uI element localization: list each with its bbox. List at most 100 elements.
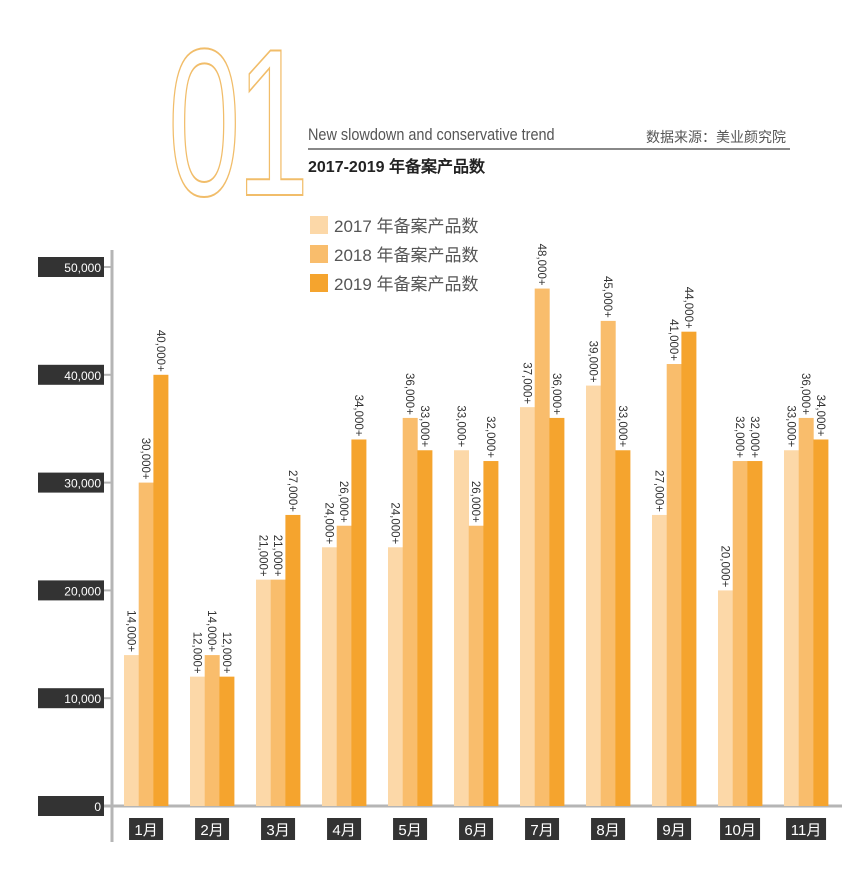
divider bbox=[308, 148, 790, 150]
y-tick-box bbox=[38, 580, 104, 601]
bar bbox=[586, 385, 601, 806]
bar bbox=[534, 288, 550, 806]
y-tick-label: 40,000 bbox=[64, 369, 101, 383]
y-tick-box bbox=[38, 364, 104, 385]
y-tick-box bbox=[38, 257, 104, 277]
x-tick-label: 3月 bbox=[266, 822, 289, 839]
x-tick-label: 4月 bbox=[332, 822, 355, 839]
x-tick-label: 5月 bbox=[398, 822, 421, 839]
data-label: 33,000+ bbox=[418, 405, 430, 447]
data-label: 34,000+ bbox=[352, 395, 364, 437]
data-source: 数据来源：美业颜究院 bbox=[646, 129, 786, 145]
x-tick-label: 11月 bbox=[791, 822, 822, 839]
section-number: 01 bbox=[167, 5, 309, 240]
data-label: 12,000+ bbox=[220, 632, 232, 674]
bar bbox=[549, 417, 565, 806]
bar bbox=[402, 417, 418, 806]
bar bbox=[270, 579, 286, 806]
x-tick-label: 10月 bbox=[724, 822, 756, 839]
bar bbox=[190, 676, 205, 806]
bar bbox=[732, 461, 748, 806]
bar bbox=[681, 331, 697, 806]
y-tick-box bbox=[38, 688, 104, 709]
legend-swatch bbox=[310, 245, 328, 263]
data-label: 44,000+ bbox=[682, 287, 694, 329]
data-label: 27,000+ bbox=[652, 470, 664, 512]
data-label: 26,000+ bbox=[337, 481, 349, 523]
x-tick-box bbox=[720, 818, 761, 840]
bar bbox=[483, 461, 499, 806]
bar bbox=[600, 320, 616, 806]
data-label: 40,000+ bbox=[154, 330, 166, 372]
data-label: 33,000+ bbox=[616, 405, 628, 447]
data-label: 27,000+ bbox=[286, 470, 298, 512]
bar bbox=[417, 450, 433, 806]
bar bbox=[138, 482, 154, 806]
data-label: 26,000+ bbox=[469, 481, 481, 523]
x-tick-box bbox=[786, 818, 827, 840]
data-label: 41,000+ bbox=[667, 319, 679, 361]
data-label: 48,000+ bbox=[535, 244, 547, 286]
bar bbox=[615, 450, 631, 806]
bar bbox=[322, 547, 337, 806]
x-tick-box bbox=[591, 818, 626, 840]
x-tick-box bbox=[327, 818, 362, 840]
x-tick-label: 8月 bbox=[596, 822, 619, 839]
bar bbox=[747, 461, 763, 806]
data-label: 32,000+ bbox=[748, 416, 760, 458]
legend-label: 2019 年备案产品数 bbox=[334, 275, 479, 294]
x-tick-label: 6月 bbox=[464, 822, 487, 839]
x-tick-label: 7月 bbox=[530, 822, 553, 839]
bar bbox=[124, 655, 139, 806]
data-label: 14,000+ bbox=[124, 610, 136, 652]
y-tick-label: 30,000 bbox=[64, 477, 101, 491]
data-label: 32,000+ bbox=[733, 416, 745, 458]
bar bbox=[153, 374, 169, 806]
data-label: 33,000+ bbox=[784, 405, 796, 447]
data-label: 21,000+ bbox=[256, 535, 268, 577]
y-tick-box bbox=[38, 796, 104, 816]
bar bbox=[784, 450, 799, 806]
bar bbox=[468, 525, 484, 806]
bar bbox=[520, 407, 535, 806]
bar bbox=[813, 439, 829, 806]
x-tick-label: 1月 bbox=[134, 822, 157, 839]
bar bbox=[666, 364, 682, 806]
data-label: 34,000+ bbox=[814, 395, 826, 437]
bar bbox=[204, 655, 220, 806]
y-tick-label: 50,000 bbox=[64, 261, 101, 275]
x-tick-box bbox=[525, 818, 560, 840]
bar bbox=[388, 547, 403, 806]
bar bbox=[652, 514, 667, 806]
data-label: 39,000+ bbox=[586, 341, 598, 383]
y-tick-label: 20,000 bbox=[64, 584, 101, 598]
data-label: 12,000+ bbox=[190, 632, 202, 674]
bar bbox=[798, 417, 814, 806]
bar bbox=[336, 525, 352, 806]
data-label: 24,000+ bbox=[322, 502, 334, 544]
x-tick-box bbox=[129, 818, 164, 840]
data-label: 24,000+ bbox=[388, 502, 400, 544]
data-label: 20,000+ bbox=[718, 546, 730, 588]
data-label: 36,000+ bbox=[403, 373, 415, 415]
data-label: 30,000+ bbox=[139, 438, 151, 480]
data-label: 14,000+ bbox=[205, 610, 217, 652]
x-tick-box bbox=[195, 818, 230, 840]
x-tick-box bbox=[261, 818, 296, 840]
chart-title: 2017-2019 年备案产品数 bbox=[308, 159, 485, 176]
y-tick-label: 0 bbox=[94, 800, 101, 814]
data-label: 33,000+ bbox=[454, 405, 466, 447]
bar bbox=[454, 450, 469, 806]
bar bbox=[256, 579, 271, 806]
bar bbox=[285, 514, 301, 806]
chart-subtitle: New slowdown and conservative trend bbox=[308, 125, 555, 144]
data-label: 36,000+ bbox=[799, 373, 811, 415]
data-label: 37,000+ bbox=[520, 362, 532, 404]
legend-label: 2017 年备案产品数 bbox=[334, 217, 479, 236]
data-label: 32,000+ bbox=[484, 416, 496, 458]
x-tick-box bbox=[393, 818, 428, 840]
y-tick-box bbox=[38, 472, 104, 493]
legend-swatch bbox=[310, 274, 328, 292]
bar bbox=[219, 676, 235, 806]
